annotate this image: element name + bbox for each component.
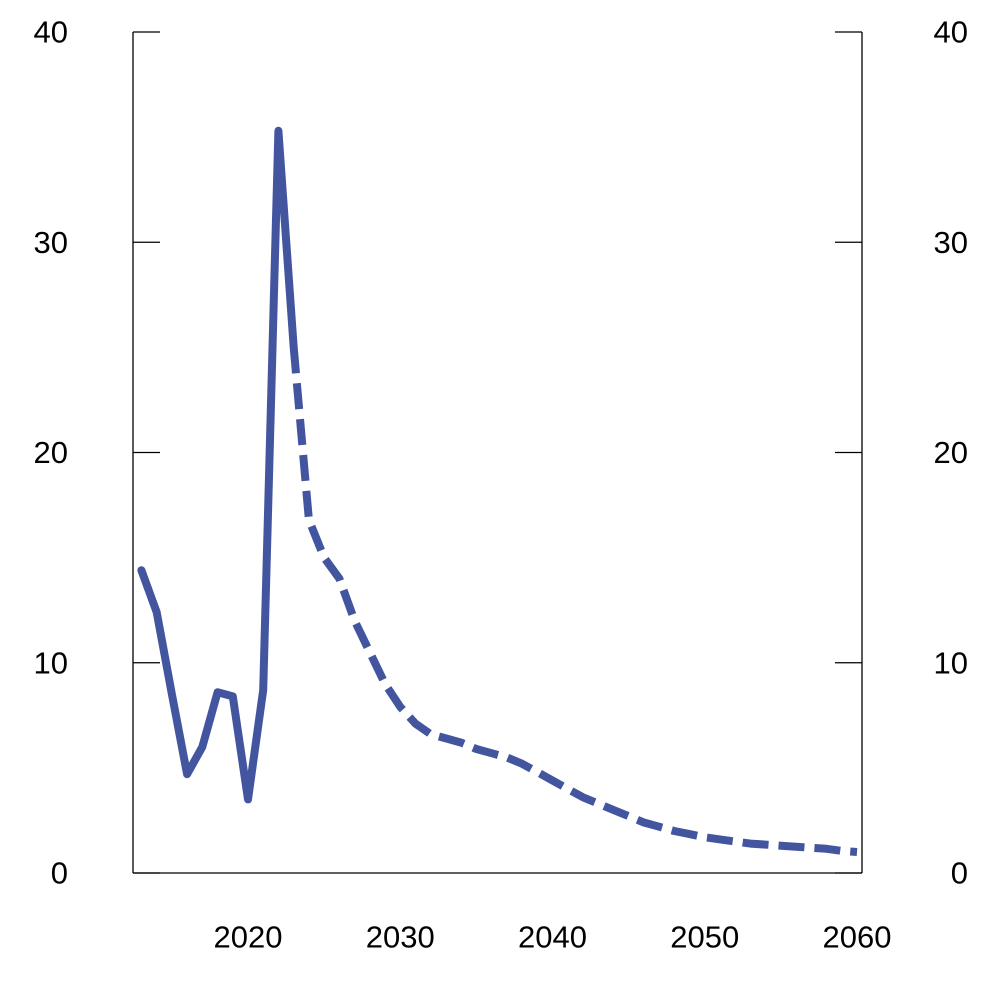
x-tick-label: 2040 bbox=[518, 920, 587, 955]
y-tick-label-right: 40 bbox=[934, 15, 968, 50]
y-tick-label-left: 10 bbox=[34, 645, 68, 680]
historical-series-line bbox=[137, 126, 298, 804]
x-tick-label: 2060 bbox=[823, 920, 892, 955]
y-tick-label-right: 30 bbox=[934, 225, 968, 260]
axes bbox=[132, 31, 863, 874]
series-group bbox=[137, 126, 858, 856]
y-tick-label-left: 40 bbox=[34, 15, 68, 50]
y-tick-label-right: 10 bbox=[934, 645, 968, 680]
y-tick-label-right: 20 bbox=[934, 435, 968, 470]
projection-series-line bbox=[289, 347, 858, 856]
y-tick-label-right: 0 bbox=[951, 856, 968, 891]
x-tick-label: 2050 bbox=[670, 920, 739, 955]
y-tick-label-left: 30 bbox=[34, 225, 68, 260]
x-tick-label: 2030 bbox=[366, 920, 435, 955]
y-tick-label-left: 20 bbox=[34, 435, 68, 470]
y-tick-label-left: 0 bbox=[51, 856, 68, 891]
x-tick-label: 2020 bbox=[214, 920, 283, 955]
